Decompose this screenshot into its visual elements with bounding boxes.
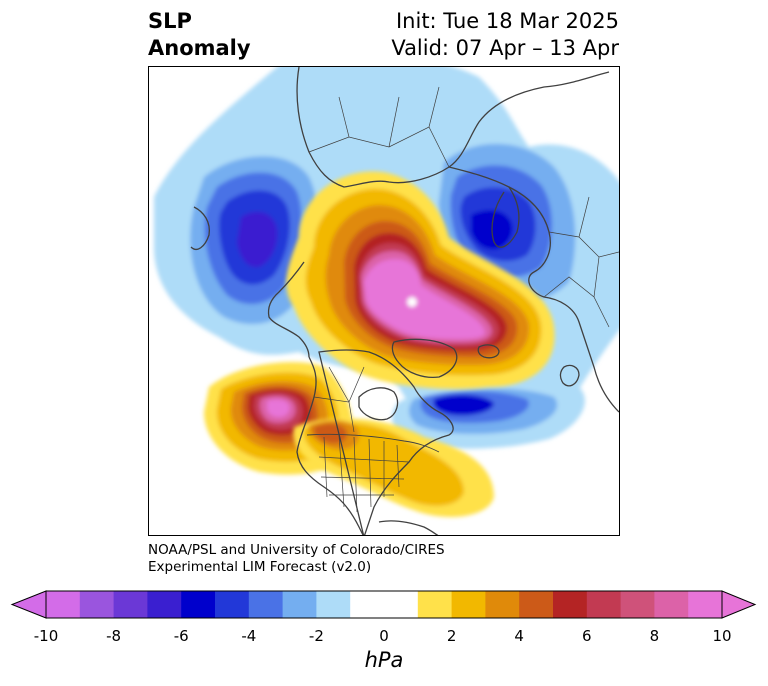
asia-borders [308, 86, 450, 168]
colorbar-tick-label: 6 [582, 627, 592, 645]
uk-coast [559, 364, 580, 387]
valid-range: Valid: 07 Apr – 13 Apr [391, 36, 619, 60]
colorbar-box [350, 591, 419, 618]
greenland-coast [391, 338, 458, 379]
colorbar-box [248, 591, 284, 618]
colorbar-box [688, 591, 723, 618]
forecast-dates: Init: Tue 18 Mar 2025 Valid: 07 Apr – 13… [391, 8, 619, 62]
us-state-lines [318, 434, 410, 513]
colorbar-tick-label: -8 [106, 627, 122, 645]
na-high-level4 [313, 423, 348, 444]
colorbar-tick-label: 0 [379, 627, 389, 645]
colorbar-box [113, 591, 148, 618]
colorbar-box [215, 591, 250, 618]
colorbar-tick-label: -4 [241, 627, 257, 645]
coastlines [190, 67, 619, 535]
title-anomaly: Anomaly [148, 36, 251, 60]
atlantic-low-core [433, 394, 494, 416]
europe-borders [543, 196, 619, 328]
colorbar-tick-label: 2 [446, 627, 457, 645]
colorbar-box [485, 591, 520, 618]
colorbar-tick-label: -6 [173, 627, 189, 645]
colorbar-outline [45, 590, 723, 619]
colorbar-extend-min [10, 590, 47, 619]
colorbar [10, 590, 757, 619]
colorbar-unit: hPa [364, 648, 404, 672]
colorbar-box [654, 591, 689, 618]
plot-title: SLP Anomaly [148, 8, 251, 62]
colorbar-box [519, 591, 554, 618]
colorbar-tick-label: 10 [712, 627, 732, 645]
europe-coast [448, 166, 619, 413]
colorbar-box [417, 591, 453, 618]
colorbar-boxes [46, 591, 723, 618]
colorbar-tick-label: -2 [308, 627, 324, 645]
credit-line-2: Experimental LIM Forecast (v2.0) [148, 559, 372, 575]
credit-text: NOAA/PSL and University of Colorado/CIRE… [148, 542, 445, 576]
colorbar-box [147, 591, 182, 618]
colorbar-extend-max [721, 590, 757, 619]
slp-anomaly-map [148, 66, 620, 536]
colorbar-tick-label: -10 [33, 627, 59, 645]
arctic-high-core [364, 259, 485, 339]
credit-line-1: NOAA/PSL and University of Colorado/CIRE… [148, 542, 445, 558]
colorbar-tick-label: 8 [649, 627, 660, 645]
colorbar-box [316, 591, 351, 618]
colorbar-tick-label: 4 [514, 627, 524, 645]
scandinavia-coast [491, 186, 520, 248]
init-date: Init: Tue 18 Mar 2025 [395, 9, 619, 33]
japan-coast [190, 206, 210, 250]
colorbar-box [46, 591, 81, 618]
pacific-low-core [237, 211, 278, 268]
colorbar-ticks: -10 -8 -6 -4 -2 0 2 4 6 8 10 [0, 627, 768, 647]
colorbar-box [553, 591, 588, 618]
colorbar-box [181, 591, 216, 618]
caribbean-coast [378, 520, 439, 535]
colorbar-box [451, 591, 486, 618]
title-variable: SLP [148, 9, 192, 33]
hudson-bay-coast [358, 387, 399, 421]
colorbar-box [282, 591, 317, 618]
pacific-high-core [267, 399, 290, 418]
colorbar-box [586, 591, 622, 618]
map-canvas [154, 67, 619, 535]
colorbar-box [79, 591, 115, 618]
iceland-coast [477, 344, 500, 359]
colorbar-box [620, 591, 655, 618]
alaska-coast [267, 261, 310, 358]
us-canada-border [306, 433, 440, 453]
pole-marker [407, 297, 417, 307]
canada-provinces [313, 366, 365, 433]
positive-anomaly-regions [286, 171, 555, 389]
